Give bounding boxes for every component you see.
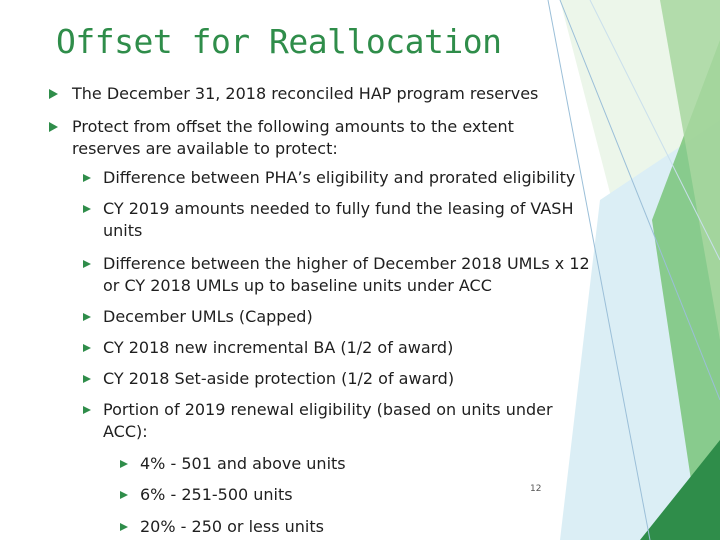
bullet-arrow-icon — [83, 205, 91, 213]
bullet-arrow-icon — [83, 344, 91, 352]
bullet-text: Protect from offset the following amount… — [72, 117, 514, 158]
bullet-arrow-icon — [49, 89, 58, 99]
bullet-level1: The December 31, 2018 reconciled HAP pro… — [49, 83, 552, 105]
bullet-level3: 4% - 501 and above units — [120, 453, 440, 475]
bullet-level1: Protect from offset the following amount… — [49, 116, 552, 160]
bullet-level2: Portion of 2019 renewal eligibility (bas… — [83, 399, 573, 443]
bullet-text: 4% - 501 and above units — [140, 454, 346, 473]
bullet-text: CY 2018 new incremental BA (1/2 of award… — [103, 338, 454, 357]
bullet-level3: 6% - 251-500 units — [120, 484, 440, 506]
bullet-text: CY 2018 Set-aside protection (1/2 of awa… — [103, 369, 455, 388]
bullet-text: The December 31, 2018 reconciled HAP pro… — [72, 84, 539, 103]
bullet-text: 6% - 251-500 units — [140, 485, 293, 504]
slide-title: Offset for Reallocation — [56, 22, 502, 61]
bullet-arrow-icon — [83, 174, 91, 182]
bullet-text: December UMLs (Capped) — [103, 307, 313, 326]
bullet-level3: 20% - 250 or less units — [120, 516, 440, 538]
bullet-level2: December UMLs (Capped) — [83, 306, 603, 328]
bullet-text: Difference between the higher of Decembe… — [103, 254, 590, 295]
bullet-arrow-icon — [83, 313, 91, 321]
bullet-text: CY 2019 amounts needed to fully fund the… — [103, 199, 574, 240]
bullet-text: 20% - 250 or less units — [140, 517, 324, 536]
bullet-level2: CY 2019 amounts needed to fully fund the… — [83, 198, 583, 242]
bullet-text: Difference between PHA’s eligibility and… — [103, 168, 576, 187]
bullet-arrow-icon — [120, 460, 128, 468]
bullet-arrow-icon — [120, 491, 128, 499]
bullet-level2: Difference between PHA’s eligibility and… — [83, 167, 603, 189]
bullet-arrow-icon — [83, 406, 91, 414]
bullet-arrow-icon — [120, 523, 128, 531]
bullet-arrow-icon — [49, 122, 58, 132]
bullet-text: Portion of 2019 renewal eligibility (bas… — [103, 400, 553, 441]
bullet-level2: CY 2018 Set-aside protection (1/2 of awa… — [83, 368, 603, 390]
bullet-level2: Difference between the higher of Decembe… — [83, 253, 593, 297]
bullet-level2: CY 2018 new incremental BA (1/2 of award… — [83, 337, 603, 359]
bullet-arrow-icon — [83, 375, 91, 383]
bullet-arrow-icon — [83, 260, 91, 268]
page-number: 12 — [530, 484, 542, 494]
